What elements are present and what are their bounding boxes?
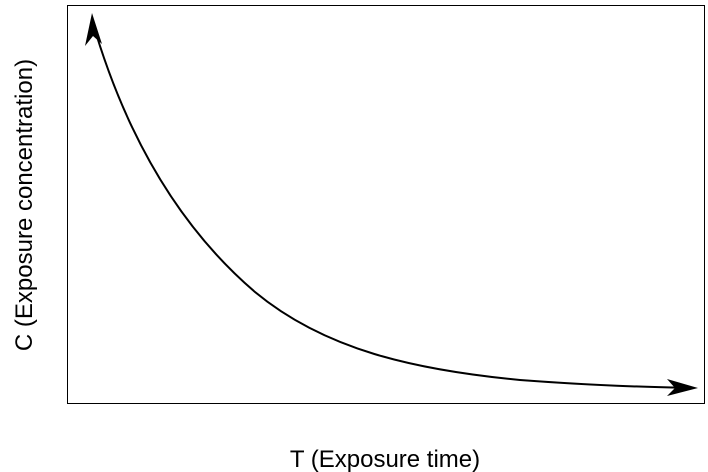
arrowhead-right bbox=[667, 379, 698, 396]
curve bbox=[91, 19, 693, 389]
plot-frame bbox=[67, 5, 705, 404]
arrowhead-top bbox=[85, 13, 102, 46]
y-axis-label: C (Exposure concentration) bbox=[11, 59, 38, 351]
x-axis-label: T (Exposure time) bbox=[290, 446, 480, 472]
